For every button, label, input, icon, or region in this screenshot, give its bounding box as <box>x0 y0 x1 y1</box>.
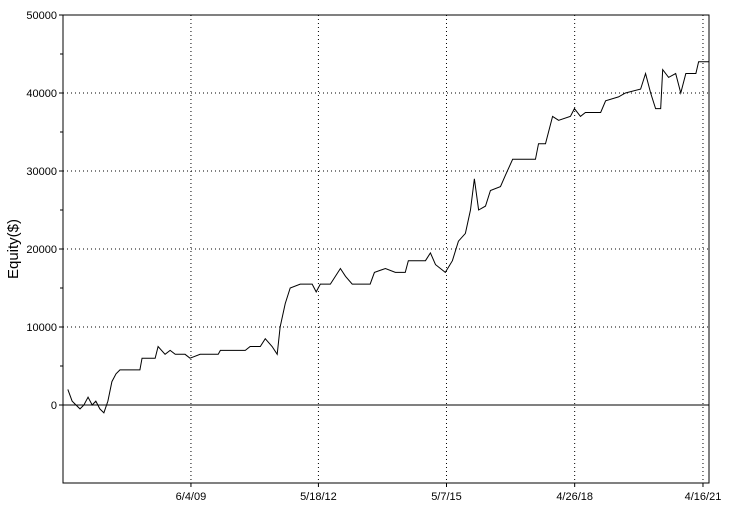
x-tick-label: 4/26/18 <box>556 491 593 503</box>
y-tick-label: 0 <box>51 400 57 412</box>
equity-line <box>67 61 709 414</box>
y-tick-label: 40000 <box>26 88 57 100</box>
x-tick-label: 4/16/21 <box>685 491 722 503</box>
y-axis-label: Equity($) <box>5 219 22 279</box>
x-tick-label: 5/18/12 <box>300 491 337 503</box>
y-tick-label: 50000 <box>26 10 57 22</box>
x-tick-label: 6/4/09 <box>176 491 207 503</box>
x-tick-label: 5/7/15 <box>431 491 462 503</box>
y-tick-label: 10000 <box>26 322 57 334</box>
y-tick-label: 20000 <box>26 244 57 256</box>
y-tick-label: 30000 <box>26 166 57 178</box>
